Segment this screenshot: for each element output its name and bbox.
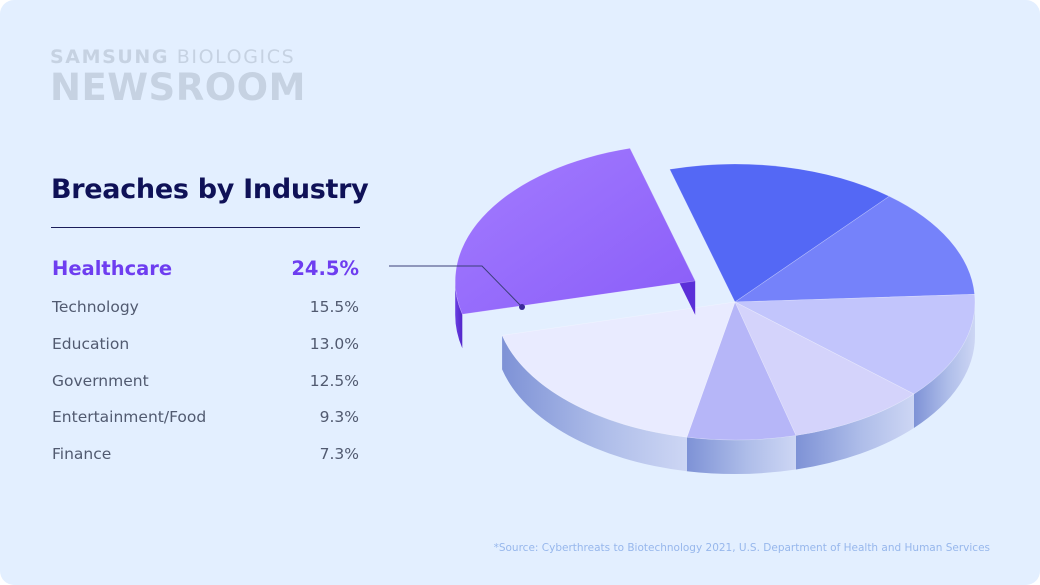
legend-row-education: Education 13.0% — [52, 335, 359, 353]
legend-value: 7.3% — [319, 445, 359, 463]
slice-side — [455, 280, 463, 349]
chart-title: Breaches by Industry — [51, 174, 369, 205]
source-note: *Source: Cyberthreats to Biotechnology 2… — [493, 542, 990, 554]
slice-top — [669, 163, 890, 303]
slice-other — [501, 301, 736, 472]
slice-finance — [686, 301, 797, 475]
legend-row-entertainment: Entertainment/Food 9.3% — [52, 408, 359, 426]
brand-logo: SAMSUNG BIOLOGICS NEWSROOM — [50, 46, 306, 109]
legend-value: 12.5% — [309, 372, 359, 390]
slice-side — [686, 435, 796, 475]
slice-top — [501, 301, 736, 438]
slice-top — [734, 301, 915, 436]
slice-side — [913, 302, 975, 428]
legend-value: 15.5% — [309, 298, 359, 316]
slice-top — [686, 301, 797, 441]
title-divider — [51, 227, 360, 228]
slice-technology — [669, 163, 890, 303]
legend-label: Technology — [52, 298, 139, 316]
slice-top — [733, 195, 975, 303]
brand-line-1: SAMSUNG BIOLOGICS — [50, 46, 296, 68]
legend-row-healthcare: Healthcare 24.5% — [52, 257, 359, 280]
legend-row-finance: Finance 7.3% — [52, 445, 359, 463]
brand-line-2: NEWSROOM — [50, 66, 306, 109]
slice-top — [454, 147, 696, 315]
slice-side — [796, 394, 914, 470]
legend-value: 13.0% — [309, 335, 359, 353]
legend-label: Education — [52, 335, 130, 353]
legend-label: Finance — [52, 445, 112, 463]
slice-healthcare — [454, 147, 696, 349]
slice-top — [733, 293, 976, 395]
slice-entertainment-food — [734, 301, 915, 470]
healthcare-callout — [389, 265, 525, 310]
legend-label: Government — [52, 372, 149, 390]
legend-label: Healthcare — [52, 257, 173, 280]
legend-value: 24.5% — [291, 257, 359, 280]
slice-side — [502, 335, 687, 472]
legend-row-technology: Technology 15.5% — [52, 298, 359, 316]
slice-government — [733, 293, 976, 428]
legend-label: Entertainment/Food — [52, 408, 207, 426]
legend-row-government: Government 12.5% — [52, 372, 359, 390]
legend-value: 9.3% — [319, 408, 359, 426]
slice-education — [733, 195, 975, 303]
